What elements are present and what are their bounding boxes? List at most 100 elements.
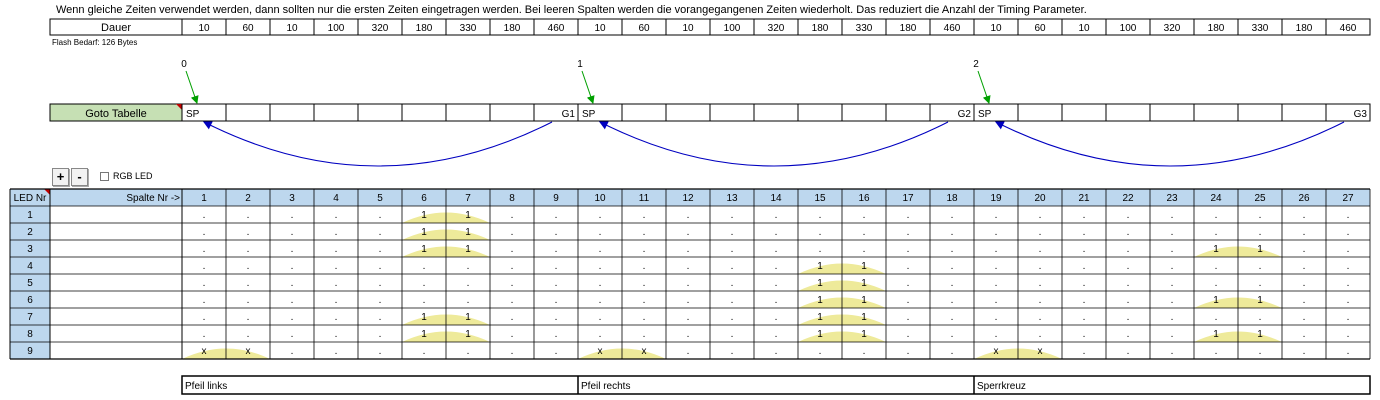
led-cell-value: 1 <box>817 329 823 340</box>
led-cell-value: . <box>995 244 998 255</box>
dauer-value: 330 <box>1252 23 1269 34</box>
led-cell-value: . <box>775 346 778 357</box>
led-cell-value: . <box>643 329 646 340</box>
led-cell-value: . <box>291 261 294 272</box>
led-cell-value: . <box>995 261 998 272</box>
led-cell-value: . <box>1127 346 1130 357</box>
led-cell-value: . <box>775 329 778 340</box>
led-cell-value: 1 <box>465 227 471 238</box>
led-cell-value: . <box>423 346 426 357</box>
led-cell-value: . <box>1303 210 1306 221</box>
dauer-value: 60 <box>1034 23 1046 34</box>
led-cell-value: . <box>335 210 338 221</box>
led-cell-value: . <box>555 261 558 272</box>
led-cell-value: . <box>995 295 998 306</box>
led-cell-value: . <box>775 295 778 306</box>
led-cell-value: . <box>467 261 470 272</box>
column-number: 17 <box>902 193 914 204</box>
blue-curve-arrow <box>995 121 1345 167</box>
column-number: 4 <box>333 193 339 204</box>
led-cell-value: . <box>907 244 910 255</box>
led-cell-value: . <box>555 295 558 306</box>
rgb-led-checkbox[interactable] <box>100 172 109 181</box>
led-cell-value: . <box>379 346 382 357</box>
dauer-value: 320 <box>768 23 785 34</box>
led-cell-value: . <box>247 295 250 306</box>
led-cell-value: . <box>863 244 866 255</box>
column-number: 7 <box>465 193 471 204</box>
led-cell-value: 1 <box>465 312 471 323</box>
led-cell-value: . <box>1303 295 1306 306</box>
led-cell-value: 1 <box>1213 244 1219 255</box>
column-number: 23 <box>1166 193 1178 204</box>
led-cell-value: . <box>687 346 690 357</box>
led-cell-value: . <box>1083 244 1086 255</box>
led-cell-value: . <box>687 329 690 340</box>
led-number: 1 <box>27 210 33 221</box>
led-cell-value: . <box>1171 227 1174 238</box>
green-arrow <box>977 70 991 104</box>
column-number: 15 <box>814 193 826 204</box>
led-cell-value: . <box>1215 346 1218 357</box>
led-cell-value: . <box>1303 227 1306 238</box>
led-cell-value: . <box>775 261 778 272</box>
led-cell-value: . <box>907 312 910 323</box>
column-number: 11 <box>639 193 650 204</box>
blue-curve-arrow <box>203 121 553 167</box>
led-cell-value: . <box>335 295 338 306</box>
led-cell-value: . <box>907 261 910 272</box>
led-cell-value: . <box>1039 261 1042 272</box>
led-cell-value: . <box>379 227 382 238</box>
led-cell-value: . <box>555 227 558 238</box>
led-cell-value: . <box>555 312 558 323</box>
led-cell-value: . <box>1347 261 1350 272</box>
led-cell-value: . <box>555 210 558 221</box>
led-cell-value: . <box>335 244 338 255</box>
led-cell-value: . <box>1171 295 1174 306</box>
led-cell-value: . <box>1259 346 1262 357</box>
led-cell-value: . <box>203 210 206 221</box>
led-cell-value: . <box>423 261 426 272</box>
led-cell-value: . <box>247 244 250 255</box>
led-cell-value: x <box>994 346 999 357</box>
footer-section-label: Sperrkreuz <box>977 381 1026 392</box>
led-cell-value: . <box>1171 210 1174 221</box>
led-cell-value: . <box>1083 261 1086 272</box>
led-cell-value: . <box>775 210 778 221</box>
goto-arrow-number: 1 <box>577 59 583 70</box>
led-cell-value: . <box>379 261 382 272</box>
led-cell-value: . <box>379 295 382 306</box>
led-cell-value: . <box>819 227 822 238</box>
dauer-value: 10 <box>594 23 606 34</box>
goto-arrow-number: 2 <box>973 59 979 70</box>
led-cell-value: . <box>731 261 734 272</box>
column-number: 26 <box>1298 193 1310 204</box>
led-cell-value: . <box>1171 244 1174 255</box>
led-nr-header: LED Nr <box>14 193 47 204</box>
led-cell-value: . <box>1127 312 1130 323</box>
led-cell-value: . <box>687 312 690 323</box>
led-cell-value: . <box>247 278 250 289</box>
led-cell-value: . <box>467 346 470 357</box>
led-cell-value: . <box>1171 329 1174 340</box>
led-cell-value: . <box>643 261 646 272</box>
led-cell-value: . <box>511 295 514 306</box>
add-column-button[interactable]: + <box>52 168 69 186</box>
led-cell-value: . <box>1083 329 1086 340</box>
led-cell-value: 1 <box>421 210 427 221</box>
remove-column-button[interactable]: - <box>71 168 88 186</box>
led-cell-value: . <box>203 329 206 340</box>
led-cell-value: . <box>1303 346 1306 357</box>
dauer-value: 320 <box>372 23 389 34</box>
led-cell-value: 1 <box>817 261 823 272</box>
led-cell-value: . <box>599 312 602 323</box>
led-cell-value: . <box>379 312 382 323</box>
led-cell-value: . <box>291 329 294 340</box>
led-cell-value: . <box>335 278 338 289</box>
led-cell-value: . <box>291 312 294 323</box>
led-cell-value: 1 <box>861 312 867 323</box>
dauer-value: 180 <box>900 23 917 34</box>
led-cell-value: . <box>1347 329 1350 340</box>
led-cell-value: . <box>335 261 338 272</box>
led-cell-value: . <box>1259 278 1262 289</box>
